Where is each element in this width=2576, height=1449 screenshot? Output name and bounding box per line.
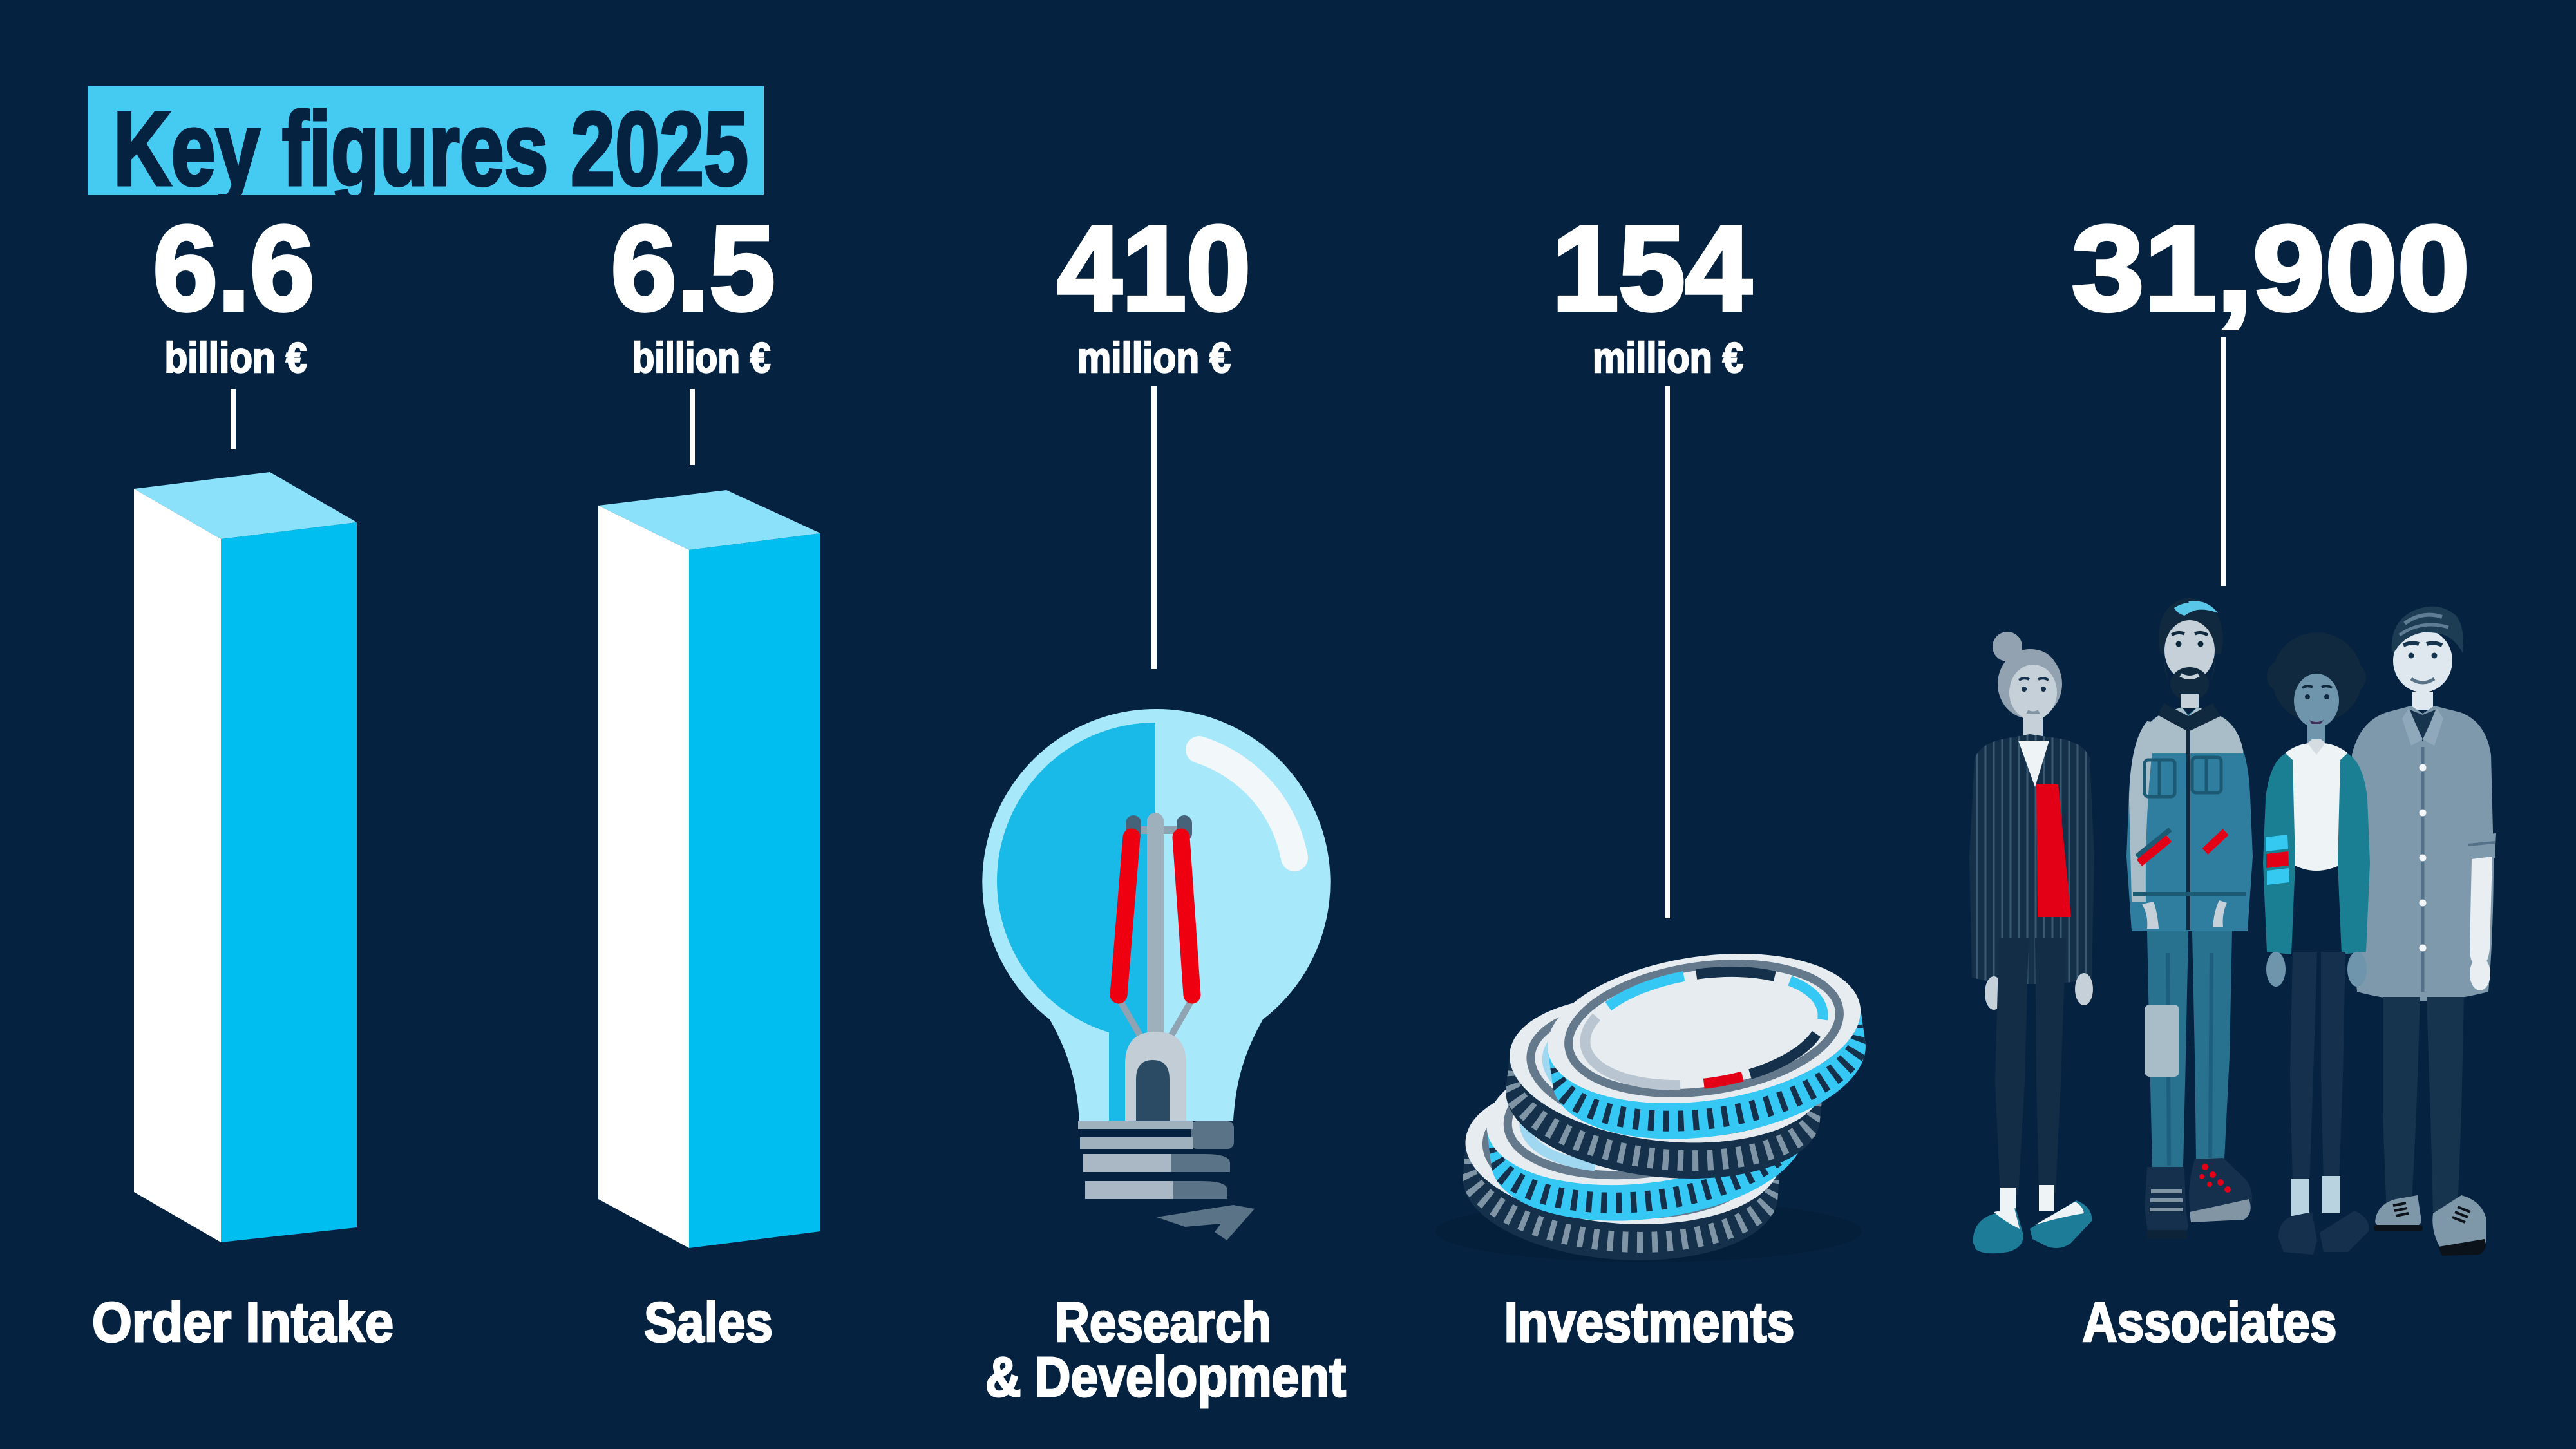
svg-text:Investments: Investments (1504, 1291, 1795, 1354)
svg-text:billion €: billion € (165, 334, 307, 381)
svg-text:Key figures 2025: Key figures 2025 (113, 91, 748, 207)
svg-text:million €: million € (1077, 334, 1231, 381)
svg-text:Sales: Sales (644, 1291, 773, 1354)
svg-text:Research: Research (1055, 1291, 1271, 1354)
svg-text:billion €: billion € (632, 334, 771, 381)
svg-text:6.6: 6.6 (153, 201, 315, 336)
svg-text:Associates: Associates (2083, 1291, 2337, 1354)
svg-text:31,900: 31,900 (2072, 201, 2470, 336)
svg-text:410: 410 (1057, 201, 1251, 336)
svg-text:Order Intake: Order Intake (92, 1291, 393, 1354)
svg-text:6.5: 6.5 (611, 201, 775, 336)
svg-text:154: 154 (1552, 201, 1752, 336)
svg-text:& Development: & Development (985, 1346, 1346, 1408)
svg-text:million €: million € (1593, 334, 1743, 381)
